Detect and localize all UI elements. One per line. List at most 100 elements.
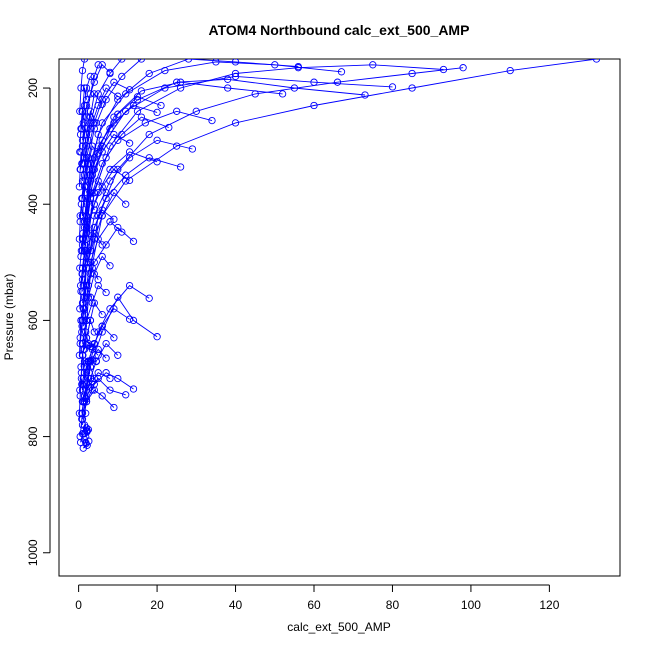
data-point: [84, 258, 93, 266]
data-point: [137, 113, 146, 121]
data-point: [76, 107, 84, 115]
data-point: [98, 136, 106, 144]
series-line: [86, 81, 283, 216]
x-tick-label: 80: [386, 598, 400, 612]
data-point: [102, 194, 110, 203]
data-point: [86, 72, 95, 81]
data-point: [459, 64, 467, 72]
data-point: [114, 293, 122, 301]
data-point: [94, 235, 102, 243]
data-point: [408, 84, 416, 92]
data-point: [98, 183, 106, 191]
data-point: [192, 107, 200, 115]
data-point: [90, 200, 98, 208]
data-point: [333, 78, 342, 86]
data-point: [106, 218, 114, 226]
data-point: [106, 68, 114, 77]
y-tick-label: 800: [26, 426, 40, 446]
data-point: [78, 264, 87, 272]
data-point: [125, 281, 134, 290]
data-point: [137, 59, 146, 63]
data-point: [290, 84, 299, 92]
data-point: [110, 78, 118, 86]
data-point: [122, 200, 130, 208]
data-point: [82, 316, 91, 325]
series-line: [82, 389, 115, 420]
data-point: [98, 212, 106, 220]
data-point: [78, 194, 86, 203]
x-tick-label: 60: [307, 598, 321, 612]
y-tick-label: 600: [26, 310, 40, 330]
data-point: [231, 72, 240, 81]
data-point: [137, 87, 146, 95]
data-point: [125, 148, 134, 156]
data-point: [176, 84, 185, 92]
data-point: [161, 84, 169, 92]
data-point: [83, 428, 91, 436]
data-point: [110, 403, 118, 412]
data-point: [102, 84, 110, 92]
data-point: [110, 334, 118, 342]
data-point: [145, 294, 153, 302]
data-point: [84, 136, 93, 144]
series-line: [86, 67, 464, 298]
data-point: [369, 61, 377, 69]
data-point: [90, 78, 98, 86]
data-point: [76, 305, 84, 313]
data-point: [102, 241, 110, 249]
data-point: [76, 386, 84, 394]
data-point: [98, 61, 106, 69]
data-point: [82, 328, 90, 336]
data-point: [84, 154, 93, 162]
data-point: [80, 305, 88, 313]
data-point: [145, 69, 153, 78]
series-line: [86, 78, 366, 228]
data-point: [88, 343, 96, 351]
data-point: [212, 59, 220, 66]
series-line: [82, 196, 95, 240]
data-point: [80, 59, 89, 63]
data-point: [75, 351, 84, 359]
data-point: [114, 96, 122, 104]
data-point: [122, 90, 130, 98]
data-point: [98, 322, 106, 330]
data-point: [125, 154, 134, 162]
data-point: [102, 96, 110, 104]
data-point: [77, 369, 86, 377]
data-point: [80, 241, 89, 249]
chart-title: ATOM4 Northbound calc_ext_500_AMP: [209, 22, 470, 38]
data-point: [90, 90, 98, 98]
data-point: [94, 374, 102, 383]
data-point: [102, 288, 110, 297]
data-point: [122, 107, 130, 115]
data-point: [208, 116, 216, 125]
data-point: [310, 78, 318, 86]
data-point: [86, 90, 95, 98]
data-point: [80, 357, 89, 365]
x-tick-label: 20: [150, 598, 164, 612]
data-point: [157, 101, 165, 110]
data-point: [90, 223, 98, 232]
data-point: [90, 328, 98, 336]
data-point: [92, 119, 100, 127]
data-point: [106, 165, 114, 174]
data-point: [102, 354, 110, 362]
data-point: [118, 228, 126, 236]
data-point: [98, 148, 106, 156]
data-point: [106, 386, 114, 394]
data-point: [90, 229, 98, 237]
data-point: [110, 165, 118, 174]
data-point: [145, 130, 153, 139]
series-line: [84, 87, 119, 164]
data-point: [76, 218, 84, 226]
data-point: [77, 316, 85, 325]
data-point: [188, 145, 197, 153]
x-tick-label: 40: [229, 598, 243, 612]
data-point: [78, 270, 86, 278]
data-point: [82, 439, 90, 448]
data-point: [78, 322, 86, 330]
data-point: [75, 235, 84, 243]
data-point: [90, 299, 98, 307]
x-tick-label: 0: [75, 598, 82, 612]
